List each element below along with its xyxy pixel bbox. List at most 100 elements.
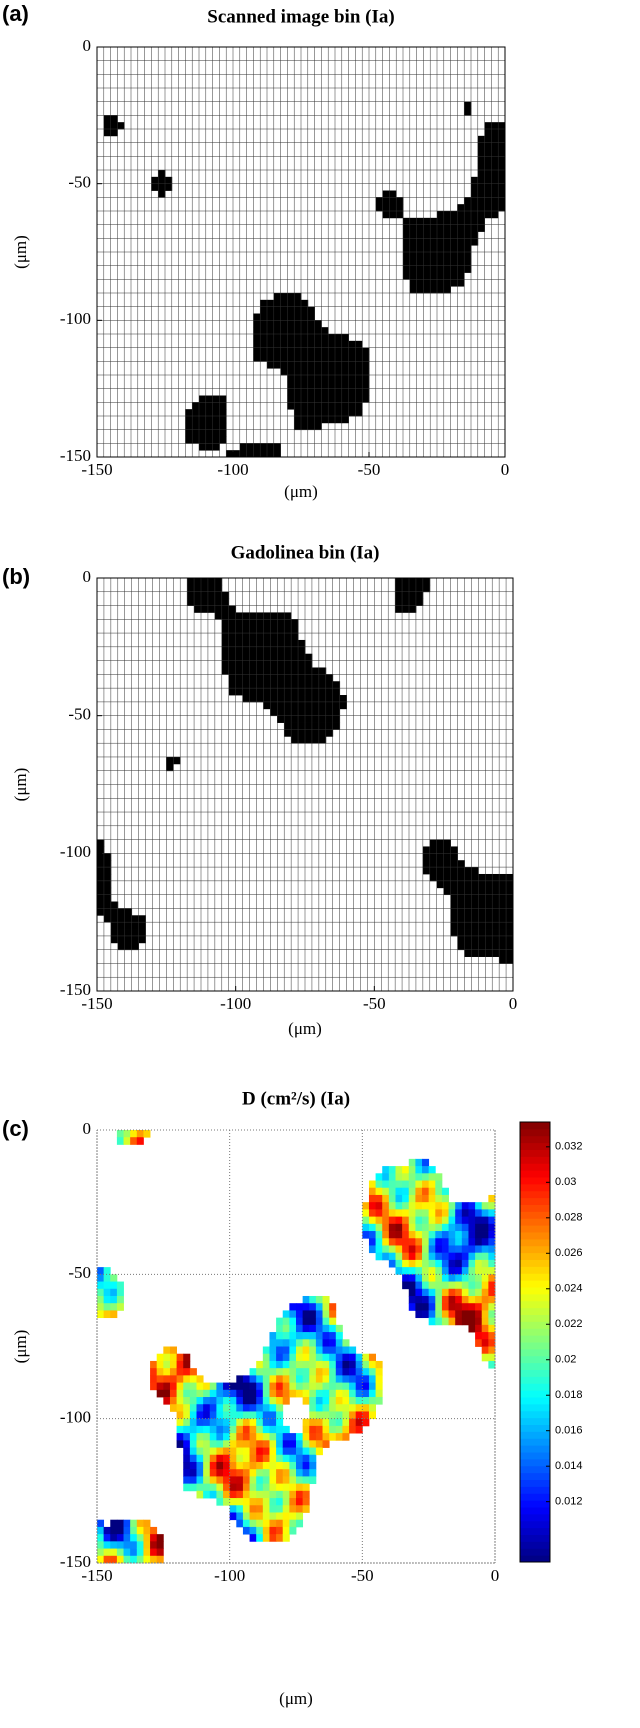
value-cell	[289, 1389, 297, 1398]
value-cell	[322, 1360, 330, 1369]
value-cell	[329, 1418, 337, 1427]
mask-cell	[375, 197, 383, 205]
value-cell	[408, 1274, 416, 1282]
mask-cell	[291, 633, 299, 641]
mask-cell	[375, 204, 383, 212]
value-cell	[103, 1526, 111, 1535]
value-cell	[289, 1469, 297, 1477]
mask-cell	[298, 660, 306, 668]
value-cell	[402, 1194, 410, 1203]
value-cell	[461, 1202, 469, 1210]
value-cell	[176, 1360, 184, 1369]
mask-cell	[403, 231, 411, 239]
value-cell	[169, 1375, 177, 1383]
value-cell	[435, 1252, 443, 1261]
value-cell	[196, 1411, 204, 1420]
mask-cell	[314, 334, 322, 342]
value-cell	[368, 1411, 376, 1420]
value-cell	[415, 1274, 423, 1282]
mask-cell	[443, 867, 451, 875]
mask-cell	[506, 894, 514, 902]
mask-cell	[492, 942, 500, 951]
value-cell	[209, 1389, 217, 1398]
value-cell	[169, 1368, 177, 1376]
mask-cell	[318, 701, 327, 710]
mask-cell	[314, 368, 322, 376]
mask-cell	[437, 231, 445, 239]
mask-cell	[450, 272, 458, 280]
value-cell	[335, 1375, 343, 1383]
mask-cell	[97, 908, 105, 916]
value-cell	[150, 1375, 158, 1383]
value-cell	[428, 1202, 436, 1210]
mask-cell	[103, 894, 112, 902]
value-cell	[309, 1332, 317, 1340]
value-cell	[282, 1433, 290, 1441]
value-cell	[203, 1469, 211, 1477]
value-cell	[488, 1202, 496, 1210]
mask-cell	[492, 901, 500, 909]
mask-cell	[298, 695, 306, 703]
colorbar-step	[520, 1403, 550, 1412]
mask-cell	[270, 708, 278, 717]
mask-cell	[103, 880, 112, 889]
value-cell	[282, 1461, 290, 1470]
value-cell	[461, 1295, 469, 1304]
mask-cell	[97, 901, 105, 909]
value-cell	[322, 1317, 330, 1326]
value-cell	[461, 1209, 469, 1217]
value-cell	[269, 1418, 277, 1427]
value-cell	[441, 1303, 449, 1311]
mask-cell	[291, 646, 299, 655]
y-tick-label: 0	[83, 1119, 92, 1138]
colorbar-step	[520, 1190, 550, 1199]
value-cell	[355, 1389, 363, 1398]
value-cell	[468, 1288, 476, 1297]
mask-cell	[307, 320, 315, 328]
mask-cell	[235, 653, 243, 661]
value-cell	[156, 1353, 164, 1362]
value-cell	[236, 1512, 244, 1521]
value-cell	[355, 1382, 363, 1391]
mask-cell	[429, 839, 438, 847]
value-cell	[455, 1245, 463, 1254]
mask-cell	[270, 653, 278, 661]
mask-cell	[228, 688, 237, 696]
mask-cell	[298, 708, 306, 717]
value-cell	[302, 1490, 310, 1499]
mask-cell	[335, 409, 343, 417]
y-tick-label: -100	[60, 842, 91, 861]
value-cell	[282, 1360, 290, 1369]
mask-cell	[443, 286, 451, 294]
value-cell	[110, 1295, 118, 1304]
y-axis-label: (μm)	[11, 235, 30, 269]
value-cell	[355, 1425, 363, 1434]
mask-cell	[499, 901, 507, 909]
mask-cell	[277, 667, 285, 675]
value-cell	[362, 1368, 370, 1376]
value-cell	[296, 1469, 304, 1477]
value-cell	[355, 1375, 363, 1383]
mask-cell	[382, 197, 390, 205]
value-cell	[349, 1375, 357, 1383]
mask-cell	[318, 695, 327, 703]
mask-cell	[491, 204, 499, 212]
value-cell	[242, 1433, 250, 1441]
mask-cell	[341, 340, 349, 349]
value-cell	[203, 1490, 211, 1499]
value-cell	[282, 1375, 290, 1383]
mask-cell	[471, 942, 479, 951]
mask-cell	[249, 633, 257, 641]
value-cell	[269, 1526, 277, 1535]
value-cell	[382, 1202, 390, 1210]
mask-cell	[498, 197, 506, 205]
mask-cell	[294, 293, 302, 301]
value-cell	[362, 1231, 370, 1239]
mask-cell	[437, 286, 445, 294]
value-cell	[169, 1389, 177, 1398]
value-cell	[262, 1360, 270, 1369]
mask-cell	[263, 639, 271, 648]
mask-cell	[471, 915, 479, 923]
value-cell	[203, 1461, 211, 1470]
mask-cell	[484, 170, 492, 178]
